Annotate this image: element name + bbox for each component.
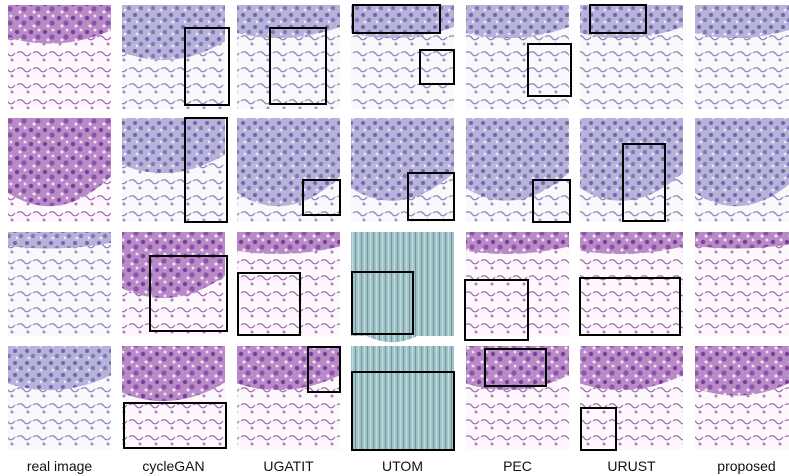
column-label: UTOM (382, 458, 423, 474)
column-label: URUST (607, 458, 656, 474)
tissue-region (695, 118, 789, 206)
column-label: UGATIT (263, 458, 314, 474)
tissue-region (695, 232, 789, 249)
tissue-region (695, 5, 789, 38)
figure: real image cycleGAN UGATIT UTOM PEC URUST prop… (0, 0, 789, 476)
column-label: real image (27, 458, 93, 474)
column-label: proposed (717, 458, 775, 474)
column-labels: real image cycleGAN UGATIT UTOM PEC URUST prop… (27, 458, 776, 474)
tissue-region (695, 346, 789, 396)
column-label: PEC (503, 458, 532, 474)
image-grid (8, 5, 789, 450)
column-label: cycleGAN (142, 458, 204, 474)
